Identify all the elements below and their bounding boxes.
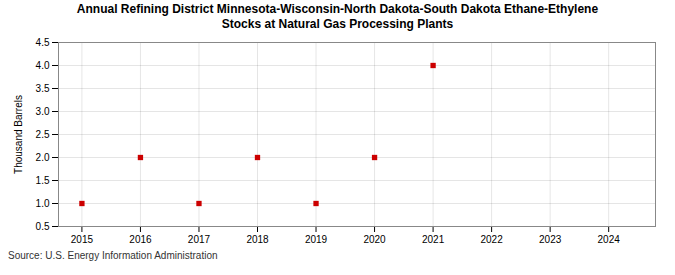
svg-text:2017: 2017 (188, 234, 211, 245)
svg-text:2019: 2019 (305, 234, 328, 245)
svg-text:2.5: 2.5 (36, 129, 50, 140)
svg-text:Thousand Barrels: Thousand Barrels (13, 95, 24, 174)
svg-text:2.0: 2.0 (36, 152, 50, 163)
svg-text:2015: 2015 (71, 234, 94, 245)
svg-text:2021: 2021 (422, 234, 445, 245)
svg-text:2018: 2018 (246, 234, 269, 245)
svg-text:3.0: 3.0 (36, 106, 50, 117)
html-text:Annual Refining District Minne: Annual Refining District Minnesota-Wisco… (76, 2, 599, 31)
svg-text:4.0: 4.0 (36, 60, 50, 71)
html-text:Source: U.S. Energy Informatio: Source: U.S. Energy Information Administ… (8, 250, 218, 261)
svg-text:2020: 2020 (363, 234, 386, 245)
svg-text:1.5: 1.5 (36, 175, 50, 186)
svg-text:1.0: 1.0 (36, 198, 50, 209)
svg-text:2023: 2023 (539, 234, 562, 245)
svg-text:2016: 2016 (129, 234, 152, 245)
svg-text:3.5: 3.5 (36, 83, 50, 94)
svg-text:2022: 2022 (480, 234, 503, 245)
svg-text:2024: 2024 (598, 234, 621, 245)
svg-text:0.5: 0.5 (36, 221, 50, 232)
svg-text:4.5: 4.5 (36, 37, 50, 48)
